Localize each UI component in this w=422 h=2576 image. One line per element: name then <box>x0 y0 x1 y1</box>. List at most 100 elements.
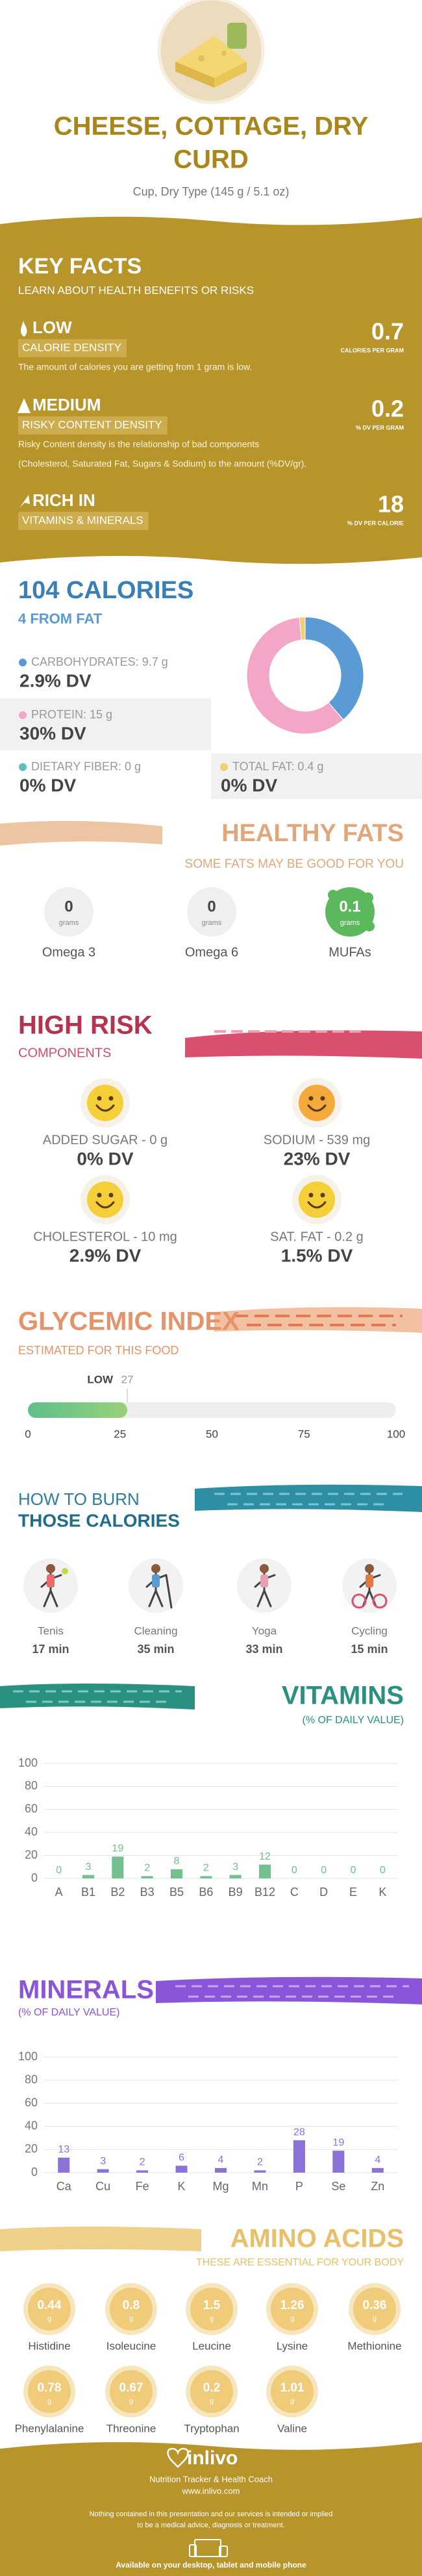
activity-time: 15 min <box>351 1643 388 1656</box>
bar <box>229 1875 242 1878</box>
section-title: 104 CALORIES <box>18 577 193 604</box>
brand: inlivo <box>187 2447 238 2469</box>
figure-head <box>365 1564 374 1573</box>
emoji-mouth <box>307 1104 327 1112</box>
y-tick-label: 60 <box>25 1802 38 1815</box>
activity-name: Cleaning <box>134 1624 177 1637</box>
decor-band <box>156 1976 422 2004</box>
amino-unit: g <box>290 2397 294 2405</box>
fact-label: VITAMINS & MINERALS <box>22 514 143 526</box>
x-tick-label: 0 <box>25 1428 31 1440</box>
page-subtitle: Cup, Dry Type (145 g / 5.1 oz) <box>133 185 290 198</box>
bar <box>136 2170 149 2173</box>
chart-subtitle: (% OF DAILY VALUE) <box>303 1715 404 1726</box>
legend-dot <box>220 763 228 771</box>
x-tick-label: Se <box>331 2180 345 2193</box>
fat-name: Omega 3 <box>42 945 95 959</box>
decor-band <box>214 1493 403 1506</box>
value-label: 19 <box>332 2137 344 2148</box>
y-tick-label: 20 <box>25 1848 38 1861</box>
value-label: 13 <box>58 2144 69 2155</box>
logo-heart <box>167 2447 189 2468</box>
value-label: 3 <box>86 1862 92 1873</box>
amino-bubble <box>110 2370 153 2413</box>
fact-unit: % DV PER GRAM <box>356 424 404 431</box>
amino-name: Phenylalanine <box>15 2422 84 2434</box>
panel <box>211 753 422 799</box>
fact-value: 18 <box>378 491 404 518</box>
risk-dv: 1.5% DV <box>281 1245 353 1265</box>
amino-unit: g <box>210 2397 214 2405</box>
chart-title: MINERALS <box>18 1976 154 2004</box>
section-title: THOSE CALORIES <box>18 1510 180 1530</box>
value-label: 0 <box>292 1865 297 1876</box>
fact-description: Risky Content density is the relationshi… <box>18 439 259 449</box>
gi-level: LOW <box>87 1373 114 1385</box>
section-title: KEY FACTS <box>18 254 142 279</box>
amino-unit: g <box>373 2315 377 2323</box>
fat-bubble <box>364 921 375 931</box>
x-tick-label: 75 <box>298 1428 310 1440</box>
gi-value: 27 <box>121 1373 134 1385</box>
amino-name: Histidine <box>28 2340 70 2352</box>
bar <box>82 1875 94 1878</box>
bar <box>112 1856 124 1878</box>
x-tick-label: 50 <box>206 1428 218 1440</box>
activity-time: 35 min <box>137 1643 174 1656</box>
emoji-eye <box>108 1096 114 1101</box>
fat-bubble <box>363 892 373 903</box>
value-label: 8 <box>174 1856 180 1867</box>
value-label: 19 <box>112 1843 123 1854</box>
fact-level: LOW <box>32 318 72 337</box>
x-tick-label: 100 <box>387 1428 405 1440</box>
value-label: 0 <box>321 1865 327 1876</box>
amino-bubble <box>190 2288 233 2330</box>
risk-label: ADDED SUGAR - 0 g <box>43 1133 168 1147</box>
decor-band <box>13 1690 182 1703</box>
emoji <box>87 1085 123 1121</box>
section-title: HEALTHY FATS <box>221 820 404 847</box>
macro-dv: 2.9% DV <box>19 670 92 690</box>
chart-title: VITAMINS <box>282 1682 404 1710</box>
value-label: 2 <box>140 2157 145 2168</box>
value-label: 6 <box>179 2153 184 2164</box>
fact-label-box <box>18 339 127 357</box>
x-tick-label: B5 <box>169 1886 184 1899</box>
value-label: 3 <box>100 2156 106 2167</box>
decor-band <box>234 1315 403 1326</box>
decor-band <box>0 2227 201 2251</box>
fact-value: 0.2 <box>371 396 404 422</box>
value-label: 0 <box>380 1865 386 1876</box>
url: www.inlivo.com <box>182 2486 240 2495</box>
figure-shirt <box>152 1574 160 1587</box>
macro-label: DIETARY FIBER: 0 g <box>31 760 141 773</box>
fact-description: The amount of calories you are getting f… <box>18 362 252 372</box>
fat-bubble <box>325 887 375 937</box>
fact-label: RISKY CONTENT DENSITY <box>22 418 162 431</box>
fat-bubble <box>44 887 93 937</box>
fact-unit: CALORIES PER GRAM <box>340 347 404 353</box>
x-tick-label: D <box>319 1886 328 1899</box>
amino-unit: g <box>47 2315 51 2323</box>
emoji-mouth <box>95 1104 115 1112</box>
amino-value: 0.67 <box>119 2381 143 2395</box>
emoji-eye <box>97 1096 102 1101</box>
device-icon <box>189 2539 228 2557</box>
bar <box>259 1864 271 1878</box>
amino-bubble <box>353 2288 396 2330</box>
donut-segment <box>246 616 344 735</box>
emoji <box>299 1085 335 1121</box>
page-title: CHEESE, COTTAGE, DRY <box>54 112 369 141</box>
x-tick-label: B2 <box>110 1886 125 1899</box>
x-tick-label: B6 <box>199 1886 213 1899</box>
value-label: 2 <box>144 1863 150 1874</box>
activity-name: Yoga <box>252 1624 277 1637</box>
x-tick-label: B12 <box>254 1886 275 1899</box>
x-tick-label: Mg <box>212 2180 229 2193</box>
bar <box>215 2167 227 2173</box>
chart-subtitle: (% OF DAILY VALUE) <box>18 2007 119 2018</box>
section-subtitle: 4 FROM FAT <box>18 611 103 627</box>
value-label: 0 <box>351 1865 356 1876</box>
x-tick-label: Ca <box>56 2180 72 2193</box>
disclaimer: Nothing contained in this presentation a… <box>90 2510 333 2518</box>
